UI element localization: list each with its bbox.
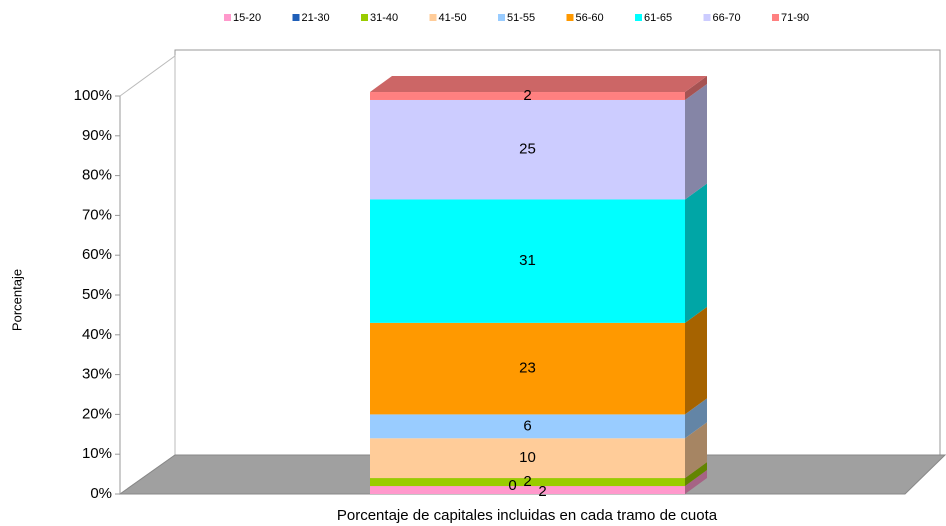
legend-label: 51-55 (507, 12, 535, 24)
bar (370, 92, 685, 100)
bar-top (370, 76, 707, 93)
legend-swatch (429, 14, 437, 21)
bar-side (685, 76, 707, 100)
legend-label: 56-60 (576, 12, 604, 24)
legend-label: 15-20 (233, 12, 261, 24)
y-tick-label: 30% (82, 366, 112, 383)
legend-swatch (772, 14, 779, 21)
bar (370, 199, 685, 323)
y-tick-label: 40% (82, 326, 112, 343)
data-label: 10 (519, 449, 536, 466)
legend-label: 21-30 (302, 12, 330, 24)
side-wall (119, 55, 176, 495)
y-tick-label: 90% (82, 127, 112, 144)
x-axis-label: Porcentaje de capitales incluidas en cad… (337, 507, 718, 524)
y-tick-label: 60% (82, 246, 112, 263)
legend-label: 41-50 (439, 12, 467, 24)
bar-side (685, 306, 707, 415)
data-label: 25 (519, 141, 536, 158)
bar-side (685, 183, 707, 323)
y-tick-label: 100% (74, 87, 112, 104)
legend-swatch (498, 14, 505, 21)
y-axis-label: Porcentaje (9, 269, 24, 331)
y-tick-label: 80% (82, 167, 112, 184)
bar (370, 478, 685, 487)
bar-side (685, 462, 707, 487)
y-tick-label: 70% (82, 206, 112, 223)
bar (370, 438, 685, 479)
data-label: 0 (508, 477, 516, 494)
data-label: 23 (519, 360, 536, 377)
data-label: 6 (523, 417, 531, 434)
y-tick-label: 50% (82, 286, 112, 303)
data-label: 2 (538, 483, 546, 500)
y-tick-label: 0% (90, 485, 112, 502)
bar-side (685, 422, 707, 479)
y-tick-label: 10% (82, 445, 112, 462)
legend-swatch (224, 14, 231, 21)
bar (370, 414, 685, 439)
data-label: 2 (523, 87, 531, 104)
legend-swatch (566, 14, 574, 21)
bar (370, 99, 685, 200)
legend-swatch (361, 14, 368, 21)
data-label: 2 (523, 473, 531, 490)
legend-label: 71-90 (781, 12, 809, 24)
legend-swatch (635, 14, 642, 21)
bar-side (685, 83, 707, 200)
y-tick-label: 20% (82, 405, 112, 422)
bar-side (685, 398, 707, 439)
data-label: 31 (519, 252, 536, 269)
bar (370, 322, 685, 415)
legend-swatch (703, 14, 711, 21)
legend-label: 66-70 (713, 12, 741, 24)
legend-swatch (292, 14, 300, 21)
legend-label: 31-40 (370, 12, 398, 24)
bar (370, 486, 685, 494)
bar-side (685, 470, 707, 494)
legend-label: 61-65 (644, 12, 672, 24)
